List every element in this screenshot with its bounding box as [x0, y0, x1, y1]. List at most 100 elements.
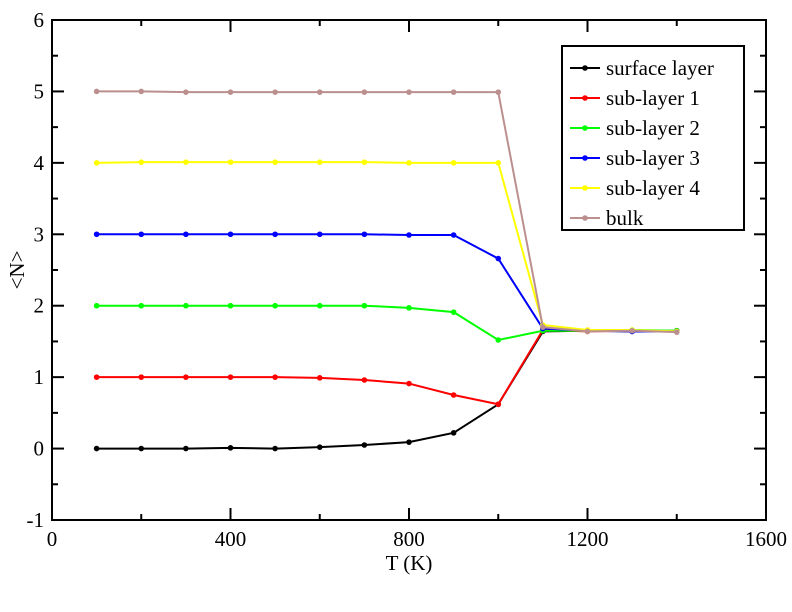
data-point: [316, 89, 323, 95]
data-point: [450, 430, 457, 436]
data-point: [629, 327, 635, 334]
data-point: [316, 159, 323, 165]
data-point: [183, 89, 189, 95]
series-layer: [93, 88, 680, 452]
legend-swatch-marker: [582, 185, 588, 191]
data-point: [183, 445, 189, 452]
x-tick-label: 0: [47, 527, 58, 551]
data-point: [227, 231, 234, 238]
data-point: [316, 302, 323, 309]
legend-label: sub-layer 4: [606, 176, 700, 200]
data-point: [93, 374, 100, 380]
y-axis-title: <N>: [5, 251, 29, 290]
data-point: [138, 88, 145, 95]
data-point: [316, 444, 323, 450]
data-point: [227, 445, 234, 451]
data-point: [272, 89, 278, 95]
data-point: [584, 328, 591, 335]
data-point: [227, 159, 234, 165]
data-point: [138, 159, 145, 165]
data-point: [495, 401, 502, 408]
data-point: [183, 231, 189, 238]
data-point: [227, 374, 234, 380]
legend-label: sub-layer 1: [606, 86, 700, 110]
data-point: [406, 305, 412, 311]
data-point: [450, 309, 457, 315]
data-point: [272, 302, 278, 309]
data-point: [183, 302, 189, 309]
data-point: [361, 302, 368, 309]
data-point: [495, 255, 502, 262]
series-line: [96, 90, 677, 334]
data-point: [93, 88, 100, 95]
data-point: [183, 159, 189, 165]
data-point: [450, 232, 457, 238]
legend-item: sub-layer 2: [570, 116, 700, 140]
legend-swatch-marker: [582, 95, 588, 101]
data-point: [361, 377, 368, 383]
data-point: [138, 231, 145, 238]
x-tick-label: 800: [393, 527, 425, 551]
legend-box: [561, 45, 745, 231]
data-point: [272, 374, 278, 380]
data-point: [93, 445, 100, 452]
series-bulk: [93, 88, 680, 335]
data-point: [495, 160, 502, 166]
data-point: [406, 439, 412, 445]
legend-label: sub-layer 3: [606, 146, 700, 170]
y-tick-label: 0: [34, 437, 45, 461]
legend-label: surface layer: [606, 56, 714, 80]
data-point: [361, 442, 368, 448]
data-point: [450, 89, 457, 95]
data-point: [495, 89, 502, 95]
data-point: [93, 231, 100, 238]
data-point: [495, 337, 502, 343]
data-point: [406, 89, 412, 95]
x-tick-label: 1600: [745, 527, 787, 551]
legend-swatch-marker: [582, 215, 588, 221]
y-tick-label: 6: [34, 8, 45, 32]
data-point: [183, 374, 189, 380]
data-point: [406, 232, 412, 238]
data-point: [406, 380, 412, 387]
data-point: [93, 302, 100, 309]
legend-item: sub-layer 1: [570, 86, 700, 110]
legend-item: sub-layer 4: [570, 176, 700, 200]
data-point: [227, 89, 234, 95]
series-line: [96, 161, 677, 333]
data-point: [361, 89, 368, 95]
data-point: [227, 302, 234, 309]
data-point: [316, 231, 323, 238]
y-tick-label: 1: [34, 365, 45, 389]
data-point: [450, 160, 457, 166]
legend-label: bulk: [606, 206, 644, 230]
legend-item: sub-layer 3: [570, 146, 700, 170]
data-point: [138, 302, 145, 309]
legend-swatch-marker: [582, 155, 588, 161]
y-tick-label: 5: [34, 79, 45, 103]
data-point: [316, 375, 323, 381]
data-point: [272, 231, 278, 238]
x-tick-label: 1200: [567, 527, 609, 551]
data-point: [361, 231, 368, 238]
data-point: [540, 324, 546, 330]
data-point: [361, 159, 368, 165]
y-tick-label: 4: [34, 151, 45, 175]
x-tick-label: 400: [215, 527, 247, 551]
legend-item: surface layer: [570, 56, 714, 80]
data-point: [138, 445, 145, 452]
legend-swatch-marker: [582, 65, 588, 71]
data-point: [673, 329, 680, 335]
legend-label: sub-layer 2: [606, 116, 700, 140]
y-tick-label: 3: [34, 222, 45, 246]
data-point: [272, 445, 278, 452]
data-point: [272, 159, 278, 165]
y-tick-label: 2: [34, 294, 45, 318]
data-point: [406, 160, 412, 166]
y-tick-label: -1: [27, 508, 45, 532]
data-point: [93, 160, 100, 166]
legend: surface layer sub-layer 1 sub-layer 2 sub-l…: [561, 45, 745, 231]
x-axis-title: T (K): [386, 551, 433, 575]
